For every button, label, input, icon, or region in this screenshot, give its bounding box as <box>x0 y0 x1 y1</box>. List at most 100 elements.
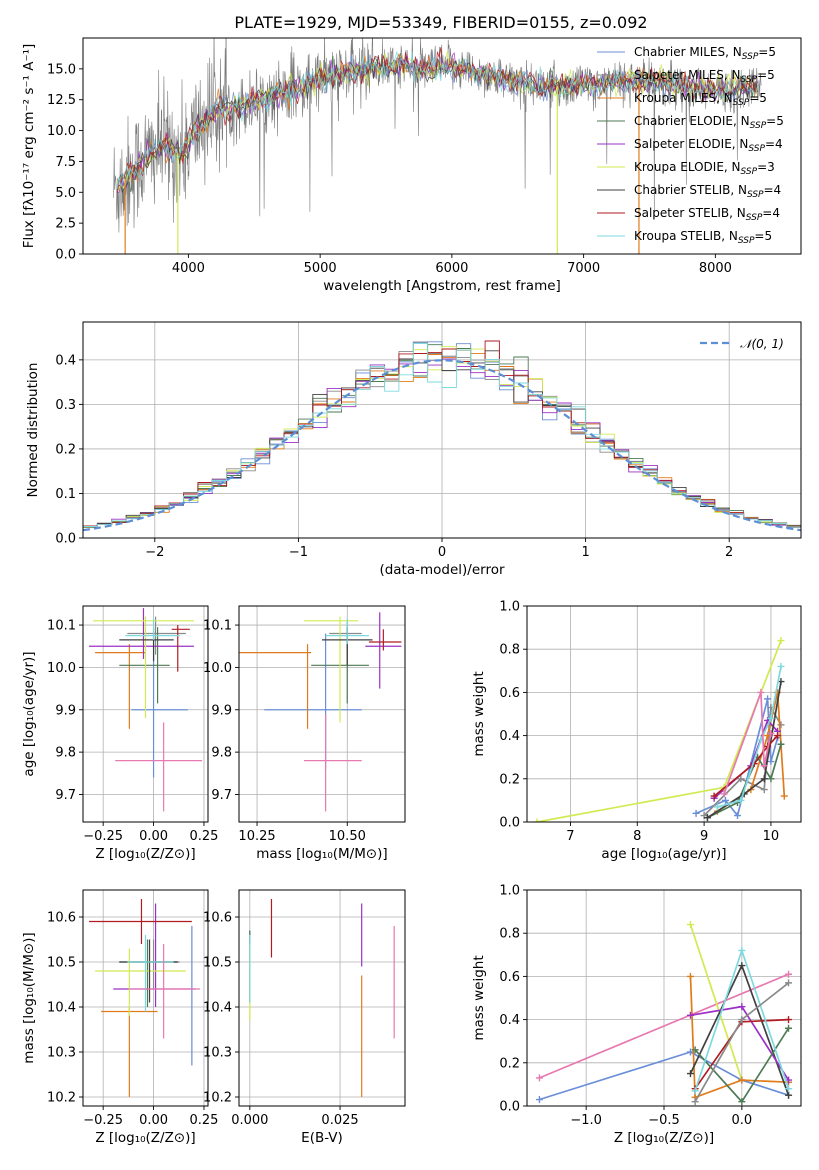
series-marker <box>767 775 775 783</box>
weight-series <box>713 662 785 811</box>
x-tick-label: 9 <box>700 829 708 844</box>
series-line <box>689 924 743 1081</box>
residual-histogram <box>83 340 801 527</box>
x-tick-label: 0.25 <box>189 1113 218 1128</box>
data-point <box>325 618 369 645</box>
series-marker <box>691 1046 699 1054</box>
x-tick-label: 0.00 <box>139 1113 168 1128</box>
x-tick-label: 0.25 <box>189 829 218 844</box>
x-tick-label: 1 <box>581 545 589 560</box>
weight-series <box>686 1003 793 1084</box>
plot-area <box>89 899 200 1097</box>
x-tick-label: 7000 <box>567 261 600 276</box>
axes-frame <box>526 889 802 1107</box>
y-tick-label: 0.6 <box>499 686 520 701</box>
y-tick-label: 10.4 <box>203 1001 232 1016</box>
x-tick-label: −1.0 <box>570 1113 602 1128</box>
x-tick-label: −0.25 <box>83 829 123 844</box>
x-tick-label: −0.25 <box>83 1113 123 1128</box>
data-point <box>131 637 188 778</box>
x-tick-label: 7 <box>566 829 574 844</box>
series-marker <box>760 775 768 783</box>
axes-frame <box>238 889 406 1107</box>
x-axis-label: wavelength [Angstrom, rest frame] <box>323 278 561 294</box>
x-tick-label: 0 <box>438 545 446 560</box>
x-tick-label: 8 <box>633 829 641 844</box>
gaussian-curve <box>83 359 801 532</box>
data-point <box>119 627 174 662</box>
series-marker <box>777 721 785 729</box>
series-line <box>539 973 789 1079</box>
model-spectrum <box>116 51 758 189</box>
series-line <box>706 681 782 819</box>
y-tick-label: 10.1 <box>47 619 76 634</box>
series-marker <box>780 792 788 800</box>
x-tick-label: 10 <box>763 829 780 844</box>
series-marker <box>686 972 694 980</box>
y-tick-label: 0.2 <box>499 1056 520 1071</box>
series-marker <box>767 729 775 737</box>
x-axis-label: (data-model)/error <box>379 562 505 578</box>
y-tick-label: 5.0 <box>55 186 76 201</box>
residual-histogram <box>83 350 801 528</box>
series-marker <box>692 809 700 817</box>
legend-label: Kroupa ELODIE, NSSP=3 <box>634 160 775 177</box>
y-tick-label: 0.4 <box>55 353 76 368</box>
y-tick-label: 0.4 <box>499 1013 520 1028</box>
y-tick-label: 0.4 <box>499 729 520 744</box>
y-tick-label: 9.8 <box>211 746 232 761</box>
weight-series <box>720 688 775 798</box>
y-tick-label: 2.5 <box>55 217 76 232</box>
y-tick-label: 10.2 <box>47 1091 76 1106</box>
weight-series <box>691 946 793 1095</box>
series-line <box>713 735 779 797</box>
y-axis-label: mass weight <box>471 671 487 756</box>
series-line <box>695 698 779 818</box>
y-axis-label: mass weight <box>471 955 487 1040</box>
weight-vs-z-panel: −1.0 −0.5 0.0 0.0 0.2 0.4 0.6 0.8 1.0 Z [log₁₀(Z/… <box>471 884 802 1146</box>
spectrum-panel: 4000 5000 6000 7000 8000 0.0 2.5 5.0 7.5 10.0 12.5… <box>21 37 802 294</box>
x-tick-label: 5000 <box>304 261 337 276</box>
series-marker <box>535 1074 543 1082</box>
y-tick-label: 10.3 <box>47 1046 76 1061</box>
mass-vs-ebv-panel: 0.000 0.025 10.2 10.3 10.4 10.5 10.6 E(B-V) <box>203 889 406 1146</box>
figure-title: PLATE=1929, MJD=53349, FIBERID=0155, z=0… <box>234 13 647 32</box>
legend-label: Chabrier STELIB, NSSP=4 <box>634 183 781 200</box>
x-tick-label: 4000 <box>172 261 205 276</box>
mass-vs-z-panel: −0.25 0.00 0.25 10.2 10.3 10.4 10.5 10.6 Z [log₁… <box>21 889 218 1146</box>
series-marker <box>738 1003 746 1011</box>
weight-series <box>691 1024 793 1106</box>
series-marker <box>721 796 729 804</box>
plot-area <box>535 921 793 1106</box>
legend-label: Chabrier ELODIE, NSSP=5 <box>634 114 784 131</box>
residuals-panel: −2 −1 0 1 2 0.0 0.1 0.2 0.3 0.4 (data-model)/error… <box>25 321 802 578</box>
y-tick-label: 10.4 <box>47 1001 76 1016</box>
series-marker <box>777 662 785 670</box>
x-tick-label: −0.5 <box>648 1113 680 1128</box>
x-axis-label: Z [log₁₀(Z/Z⊙)] <box>95 1130 195 1146</box>
plot-area <box>83 340 801 532</box>
y-axis-label: Flux [fλ10⁻¹⁷ erg cm⁻² s⁻¹ A⁻¹] <box>21 44 37 249</box>
series-marker <box>691 1087 699 1095</box>
x-axis-label: Z [log₁₀(Z/Z⊙)] <box>614 1130 714 1146</box>
data-point <box>303 714 362 812</box>
data-point <box>95 948 186 1016</box>
series-marker <box>710 792 718 800</box>
series-marker <box>777 740 785 748</box>
x-tick-label: 0.0 <box>731 1113 752 1128</box>
y-tick-label: 10.0 <box>47 661 76 676</box>
series-marker <box>535 1096 543 1104</box>
series-marker <box>686 1070 694 1078</box>
y-axis-label: age [log₁₀(age/yr)] <box>21 651 37 776</box>
y-tick-label: 7.5 <box>55 155 76 170</box>
plot-area <box>249 899 395 1097</box>
series-marker <box>691 1098 699 1106</box>
series-marker <box>785 1024 793 1032</box>
y-tick-label: 0.8 <box>499 927 520 942</box>
series-marker <box>686 1011 694 1019</box>
data-point <box>303 616 359 723</box>
y-tick-label: 0.0 <box>55 248 76 263</box>
series-marker <box>713 803 721 811</box>
y-tick-label: 10.0 <box>203 661 232 676</box>
y-tick-label: 0.2 <box>499 772 520 787</box>
